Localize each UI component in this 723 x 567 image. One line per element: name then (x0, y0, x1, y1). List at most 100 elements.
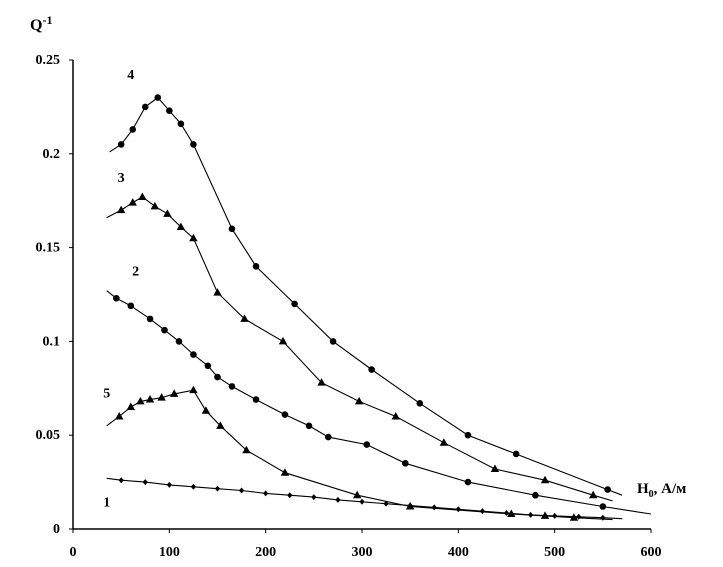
series-5-point (201, 406, 211, 414)
series-4-point (464, 431, 472, 439)
y-tick-label: 0.1 (43, 334, 61, 349)
series-3-point (439, 438, 449, 446)
x-tick-label: 100 (159, 545, 180, 560)
series-line-5 (106, 389, 613, 521)
series-5-point (115, 411, 124, 420)
series-2-point (281, 411, 289, 418)
x-axis-label-main: H (637, 481, 649, 497)
series-3-point (490, 464, 500, 472)
series-1-point (166, 481, 172, 488)
series-2-point (402, 460, 409, 467)
y-tick-label: 0.25 (36, 53, 61, 68)
series-4-point (166, 107, 173, 114)
series-1-point (383, 500, 389, 507)
series-2-point (252, 396, 260, 403)
series-4-point (329, 338, 337, 345)
y-tick-label: 0.15 (36, 241, 61, 256)
series-2-point (190, 351, 197, 358)
series-5-point (145, 395, 155, 403)
x-tick-label: 600 (641, 545, 662, 560)
series-label-2: 2 (132, 265, 139, 280)
series-3-point (213, 288, 222, 296)
series-4-point (190, 141, 197, 148)
series-5-point (136, 396, 145, 405)
series-1-point (527, 511, 534, 518)
series-1-point (600, 514, 606, 521)
series-label-5: 5 (103, 387, 110, 402)
x-tick-label: 200 (255, 545, 276, 560)
x-tick-label: 400 (448, 545, 469, 560)
series-5-point (126, 402, 135, 411)
series-3-point (589, 490, 598, 499)
series-3-point (176, 222, 186, 230)
series-2-point (204, 362, 212, 370)
series-4-point (416, 400, 424, 407)
y-axis-label-base: Q (30, 17, 42, 34)
series-3-point (163, 209, 172, 217)
series-line-4 (109, 96, 623, 496)
series-1-point (503, 510, 510, 517)
series-1-point (335, 496, 341, 503)
series-3-point (240, 314, 249, 322)
series-3-point (150, 201, 160, 210)
series-1-point (576, 513, 582, 520)
series-1-point (479, 508, 486, 515)
series-3-point (540, 475, 550, 484)
y-tick-label: 0 (53, 522, 60, 537)
series-4-point (368, 366, 375, 373)
series-1-point (455, 506, 461, 513)
series-line-2 (106, 290, 652, 515)
series-4-point (228, 225, 236, 233)
series-5-point (569, 513, 579, 521)
series-2-point (363, 441, 371, 448)
series-3-point (116, 205, 126, 214)
series-1-point (263, 490, 269, 497)
series-5-point (242, 445, 251, 454)
x-tick-label: 300 (352, 545, 373, 560)
series-5-point (540, 511, 550, 519)
series-4-point (154, 94, 162, 101)
series-3-point (391, 411, 400, 420)
series-3-point (138, 192, 147, 200)
series-label-1: 1 (103, 495, 110, 510)
x-axis-label: H0, А/м (637, 481, 686, 500)
series-4-point (291, 300, 298, 308)
series-2-point (464, 478, 472, 486)
series-3-point (354, 396, 364, 405)
series-2-point (113, 294, 120, 302)
series-5-point (507, 509, 516, 517)
series-1-point (552, 512, 558, 519)
series-line-3 (106, 196, 613, 502)
series-2-point (146, 315, 154, 323)
series-1-point (214, 485, 221, 492)
y-axis-label: Q-1 (30, 13, 52, 34)
series-1-point (359, 498, 365, 505)
series-2-point (228, 383, 236, 390)
series-1-point (142, 479, 148, 486)
series-5-point (352, 490, 362, 499)
series-2-point (161, 326, 168, 334)
series-1-point (118, 477, 124, 484)
series-3-point (189, 233, 198, 242)
series-5-point (216, 421, 225, 429)
series-5-point (280, 468, 290, 476)
series-3-point (278, 336, 288, 345)
series-2-point (127, 302, 135, 310)
axes: 0 100 200 300 400 500 600 0 0.05 0.1 0.15 0.2 0.25 (36, 53, 662, 560)
series-lines (106, 96, 652, 521)
series-2-point (305, 422, 313, 430)
series-4-point (604, 486, 611, 493)
series-5-point (157, 393, 166, 401)
series-4-point (129, 126, 137, 133)
series-2-point (175, 338, 183, 345)
series-3-point (317, 378, 326, 386)
x-axis-label-unit: , А/м (654, 481, 687, 497)
series-labels: 1 2 3 4 5 (103, 68, 139, 511)
series-5-point (169, 389, 179, 397)
series-markers (113, 94, 611, 521)
x-axis-label-sub: 0 (649, 489, 654, 500)
y-tick-label: 0.2 (43, 147, 61, 162)
series-4-point (177, 120, 185, 128)
series-2-point (599, 503, 607, 510)
